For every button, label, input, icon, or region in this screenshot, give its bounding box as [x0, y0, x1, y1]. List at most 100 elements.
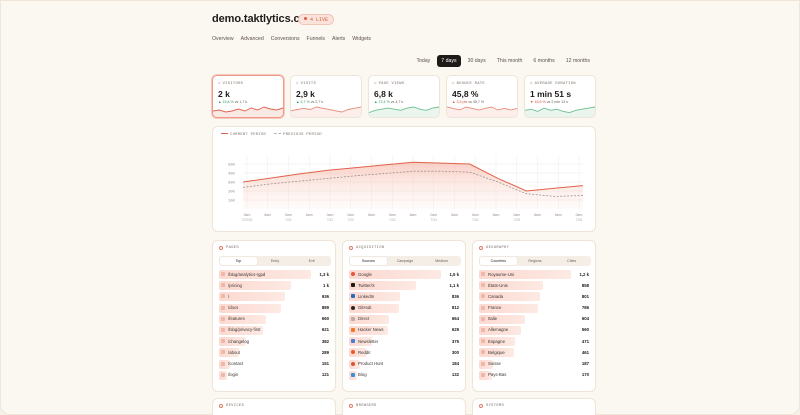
list-item[interactable]: Italie 604 [479, 314, 591, 325]
period-option[interactable]: 7 days [437, 55, 461, 67]
list-item[interactable]: /docs 889 [219, 303, 331, 314]
panel-title: PAGES [226, 246, 239, 250]
list-item[interactable]: Pays-Bas 170 [479, 370, 591, 381]
panel-tab[interactable]: Entry [270, 259, 280, 263]
list-item[interactable]: France 786 [479, 303, 591, 314]
kpi-card[interactable]: ◎ BOUNCE RATE 45,8 % ▲ 3,5 pts vs 45,7 % [446, 75, 518, 118]
period-option[interactable]: 30 days [467, 58, 486, 64]
live-dot-icon [304, 17, 307, 20]
panel-icon [219, 246, 223, 250]
list-item[interactable]: /contact 151 [219, 359, 331, 370]
row-share-bar [219, 270, 311, 279]
nav-advanced[interactable]: Advanced [240, 36, 264, 42]
list-item[interactable]: Belgique 461 [479, 347, 591, 358]
list-item[interactable]: Direct 664 [349, 314, 461, 325]
kpi-delta: ▼ 16,5 % vs 2 min 13 s [530, 100, 590, 104]
list-item[interactable]: Suisse 187 [479, 359, 591, 370]
site-title[interactable]: demo.taktlytics.com [212, 13, 316, 25]
x-tick-label: 0am [472, 213, 479, 217]
list-item[interactable]: États-Unis 858 [479, 280, 591, 291]
kpi-card[interactable]: ◎ VISITORS 2 k ▲ 15,8 % vs 1,7 k [212, 75, 284, 118]
row-value: 786 [581, 305, 589, 311]
page-icon [221, 372, 225, 377]
legend-current[interactable]: CURRENT PERIOD [221, 133, 266, 137]
devices-title: DEVICES [226, 404, 245, 408]
list-item[interactable]: LinkedIn 836 [349, 291, 461, 302]
panel-tab[interactable]: Sources [350, 257, 387, 265]
kpi-compare: vs 1,7 k [234, 100, 248, 104]
row-value: 121 [321, 372, 329, 378]
list-item[interactable]: Newsletter 375 [349, 336, 461, 347]
acquisition-panel: ACQUISITION Sources Campaign Medium Google 1,… [342, 240, 466, 392]
main-nav: Overview Advanced Conversions Funnels Al… [212, 36, 371, 42]
panel-tab[interactable]: Campaign [396, 259, 414, 263]
browsers-card: BROWSERS [342, 398, 466, 415]
list-item[interactable]: /about 289 [219, 347, 331, 358]
kpi-spark-area [447, 107, 517, 117]
kpi-spark-area [213, 107, 283, 117]
nav-widgets[interactable]: Widgets [352, 36, 372, 42]
list-item[interactable]: Canada 801 [479, 291, 591, 302]
list-item[interactable]: Twitter/X 1,1 k [349, 280, 461, 291]
row-value: 289 [321, 349, 329, 355]
panel-tab[interactable]: Cities [567, 259, 577, 263]
panel-tabs: Countries Regions Cities [479, 256, 591, 266]
kpi-card[interactable]: ◎ PAGE VIEWS 6,8 k ▲ 72,4 % vs 4,7 k [368, 75, 440, 118]
row-label: /contact [228, 361, 244, 366]
row-label: Suisse [488, 361, 501, 366]
legend-previous[interactable]: PREVIOUS PERIOD [274, 133, 322, 137]
panel-tab[interactable]: Medium [435, 259, 449, 263]
panel-tabs: Sources Campaign Medium [349, 256, 461, 266]
list-item[interactable]: Espagne 471 [479, 336, 591, 347]
kpi-spark-line [525, 106, 595, 114]
period-option[interactable]: Today [416, 58, 431, 64]
list-item[interactable]: Allemagne 560 [479, 325, 591, 336]
period-option[interactable]: 12 months [565, 58, 590, 64]
row-share-bar [219, 325, 264, 335]
list-item[interactable]: /features 660 [219, 314, 331, 325]
list-item[interactable]: Product Hunt 184 [349, 359, 461, 370]
panel-tab[interactable]: Regions [528, 259, 542, 263]
kpi-card[interactable]: ◎ VISITS 2,9 k ▲ 5,7 % vs 2,7 k [290, 75, 362, 118]
list-item[interactable]: /blog/privacy-first 621 [219, 325, 331, 336]
list-item[interactable]: /pricing 1 k [219, 280, 331, 291]
page-icon [481, 294, 485, 299]
list-item[interactable]: /login 121 [219, 370, 331, 381]
x-tick-label: 6am [555, 213, 562, 217]
list-item[interactable]: /blog/analytics-rgpd 1,3 k [219, 269, 331, 280]
kpi-compare: vs 45,7 % [468, 100, 485, 104]
list-item[interactable]: Google 1,5 k [349, 269, 461, 280]
nav-funnels[interactable]: Funnels [306, 36, 326, 42]
row-label: /changelog [228, 338, 250, 344]
kpi-card[interactable]: ◎ AVERAGE DURATION 1 min 51 s ▼ 16,5 % vs 2… [524, 75, 596, 118]
list-item[interactable]: Reddit 300 [349, 347, 461, 358]
list-item[interactable]: Hacker News 629 [349, 325, 461, 336]
y-tick-label: 300 [228, 181, 236, 185]
nav-conversions[interactable]: Conversions [270, 36, 300, 42]
panel-tab[interactable]: Exit [308, 259, 315, 263]
nav-overview[interactable]: Overview [212, 36, 234, 42]
row-share-bar [479, 325, 522, 335]
period-option[interactable]: 6 months [533, 58, 555, 64]
panel-tabs: Top Entry Exit [219, 256, 331, 266]
list-item[interactable]: /changelog 382 [219, 336, 331, 347]
kpi-spark-line [213, 106, 283, 113]
x-tick-label: 0am [389, 213, 396, 217]
kpi-change: ▼ 16,5 % [530, 100, 546, 104]
x-tick-label: 0am [285, 213, 292, 217]
list-item[interactable]: / 936 [219, 291, 331, 302]
kpi-change: ▲ 15,8 % [218, 100, 234, 104]
row-label: /pricing [228, 282, 242, 288]
legend-current-label: CURRENT PERIOD [230, 133, 267, 137]
list-item[interactable]: Bing 132 [349, 370, 461, 381]
nav-alerts[interactable]: Alerts [332, 36, 346, 42]
panel-tab[interactable]: Top [220, 257, 257, 265]
list-item[interactable]: Royaume-Uni 1,2 k [479, 269, 591, 280]
page-icon [481, 316, 485, 321]
systems-icon [479, 404, 483, 408]
period-option[interactable]: This month [496, 58, 523, 64]
panel-tab[interactable]: Countries [480, 257, 517, 265]
row-label: Pays-Bas [488, 372, 507, 378]
list-item[interactable]: GitHub 812 [349, 303, 461, 314]
